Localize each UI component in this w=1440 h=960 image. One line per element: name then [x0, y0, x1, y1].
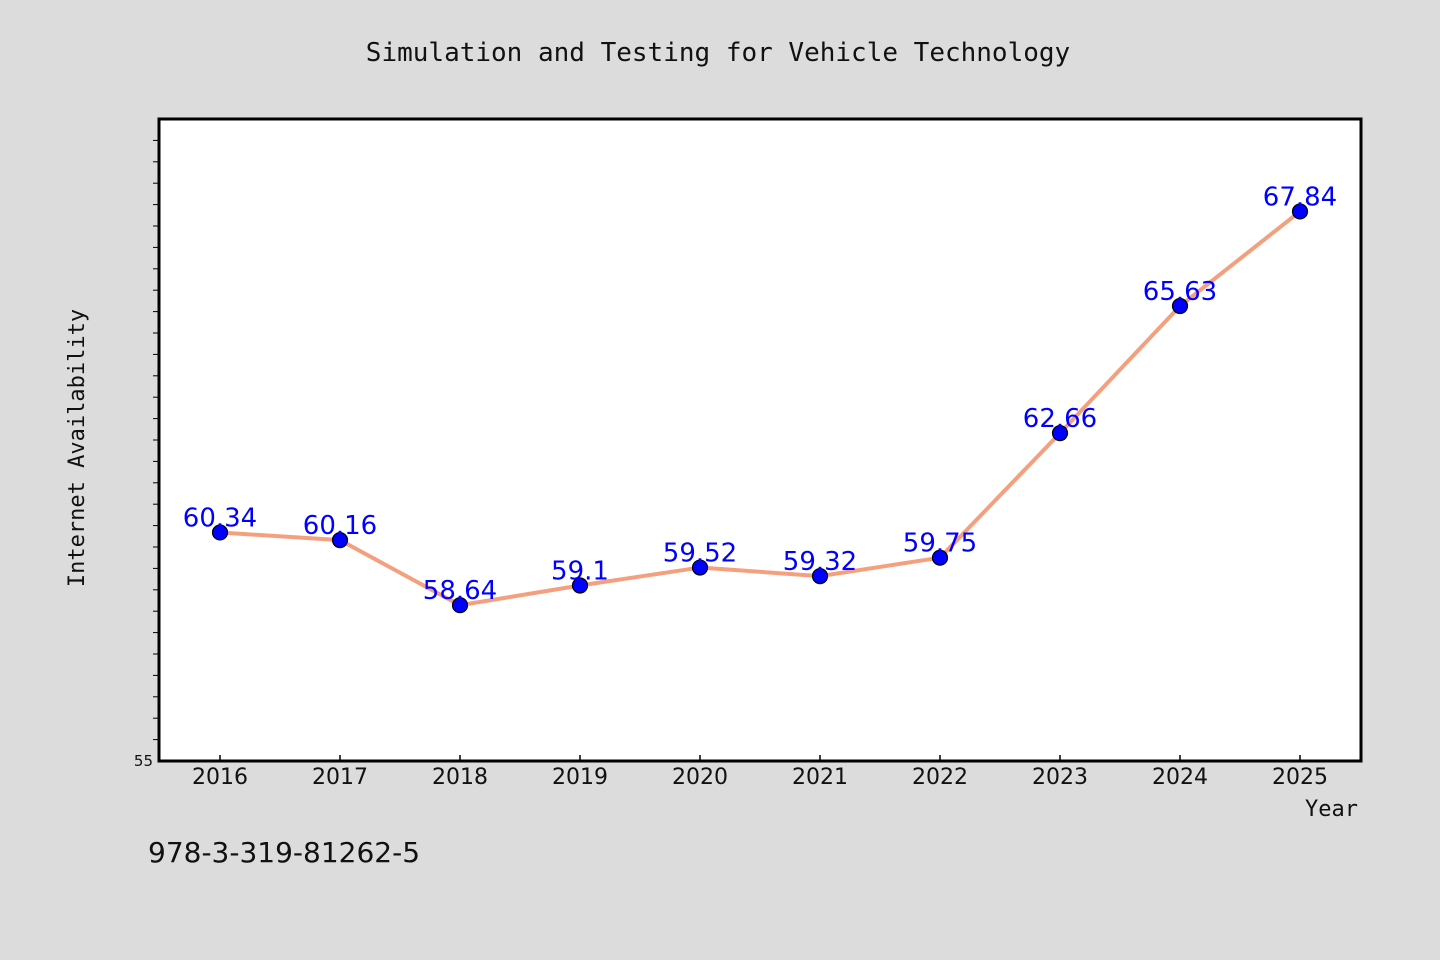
x-axis-title: Year [1305, 797, 1358, 822]
data-label: 67.84 [1263, 182, 1337, 212]
data-point-marker [331, 532, 349, 549]
data-point-marker [1291, 203, 1309, 220]
data-label: 59.1 [551, 557, 609, 587]
data-point-marker [451, 597, 469, 614]
plot-area [157, 117, 1363, 763]
x-axis-tick-labels: 2016 2017 2018 2019 2020 2021 2022 2023 2024 2025 [192, 765, 1328, 790]
data-label: 60.34 [183, 503, 257, 533]
x-tick-label: 2019 [552, 765, 608, 790]
y-axis-ticks [153, 139, 159, 741]
data-point-marker [571, 577, 589, 594]
data-label: 59.32 [783, 547, 857, 577]
y-tick-label-min: 55 [134, 752, 153, 770]
x-axis-ticks [219, 755, 1301, 761]
y-axis-title: Internet Availability [65, 309, 90, 587]
x-tick-label: 2024 [1152, 765, 1208, 790]
chart-title: Simulation and Testing for Vehicle Techn… [366, 38, 1070, 68]
x-tick-label: 2023 [1032, 765, 1088, 790]
data-labels: 60.34 60.16 58.64 59.1 59.52 59.32 59.75 62.66 6… [183, 182, 1337, 606]
data-point-marker [931, 549, 949, 566]
data-label: 65.63 [1143, 277, 1217, 307]
isbn-text: 978-3-319-81262-5 [148, 836, 420, 869]
data-point-marker [691, 559, 709, 576]
data-point-marker [1051, 425, 1069, 442]
series-line [219, 209, 1302, 608]
data-label: 59.75 [903, 529, 977, 559]
x-tick-label: 2025 [1272, 765, 1328, 790]
x-tick-label: 2016 [192, 765, 248, 790]
data-point-marker [1171, 297, 1189, 315]
x-tick-label: 2017 [312, 765, 368, 790]
x-tick-label: 2022 [912, 765, 968, 790]
x-tick-label: 2020 [672, 765, 728, 790]
data-point-marker [811, 568, 829, 585]
series-markers [211, 203, 1309, 614]
data-label: 62.66 [1023, 404, 1097, 434]
x-tick-label: 2021 [792, 765, 848, 790]
data-point-marker [211, 524, 229, 541]
data-label: 60.16 [303, 511, 377, 541]
x-tick-label: 2018 [432, 765, 488, 790]
data-label: 59.52 [663, 539, 737, 569]
data-label: 58.64 [423, 576, 497, 606]
